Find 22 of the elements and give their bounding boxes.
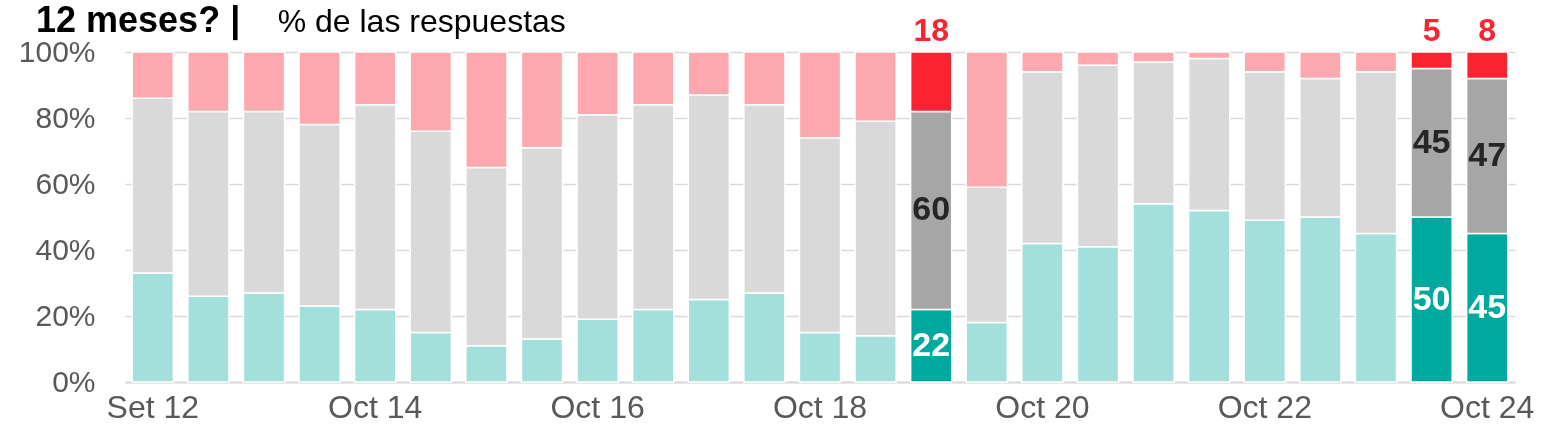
x-tick-label: Oct 20 <box>995 388 1090 425</box>
x-tick-label: Oct 16 <box>550 388 645 425</box>
data-label: 5 <box>1422 12 1441 48</box>
x-tick-label: Set 12 <box>106 388 200 425</box>
data-label: 47 <box>1468 134 1507 173</box>
data-label: 60 <box>912 189 951 228</box>
x-tick-label: Oct 18 <box>772 388 868 425</box>
y-tick-label: 0% <box>52 364 96 398</box>
data-label: 45 <box>1412 121 1451 160</box>
data-label: 18 <box>913 12 949 48</box>
data-label: 50 <box>1412 278 1451 317</box>
y-tick-label: 40% <box>35 232 96 266</box>
data-label: 45 <box>1468 286 1507 325</box>
y-tick-label: 80% <box>35 100 96 134</box>
data-label: 8 <box>1478 12 1497 48</box>
chart-subtitle: % de las respuestas <box>277 3 566 39</box>
x-tick-label: Oct 24 <box>1440 388 1535 425</box>
y-tick-label: 20% <box>35 298 96 332</box>
x-tick-label: Oct 22 <box>1217 388 1312 425</box>
x-tick-label: Oct 14 <box>328 388 423 425</box>
data-label: 22 <box>912 324 951 363</box>
y-tick-label: 60% <box>35 166 96 200</box>
